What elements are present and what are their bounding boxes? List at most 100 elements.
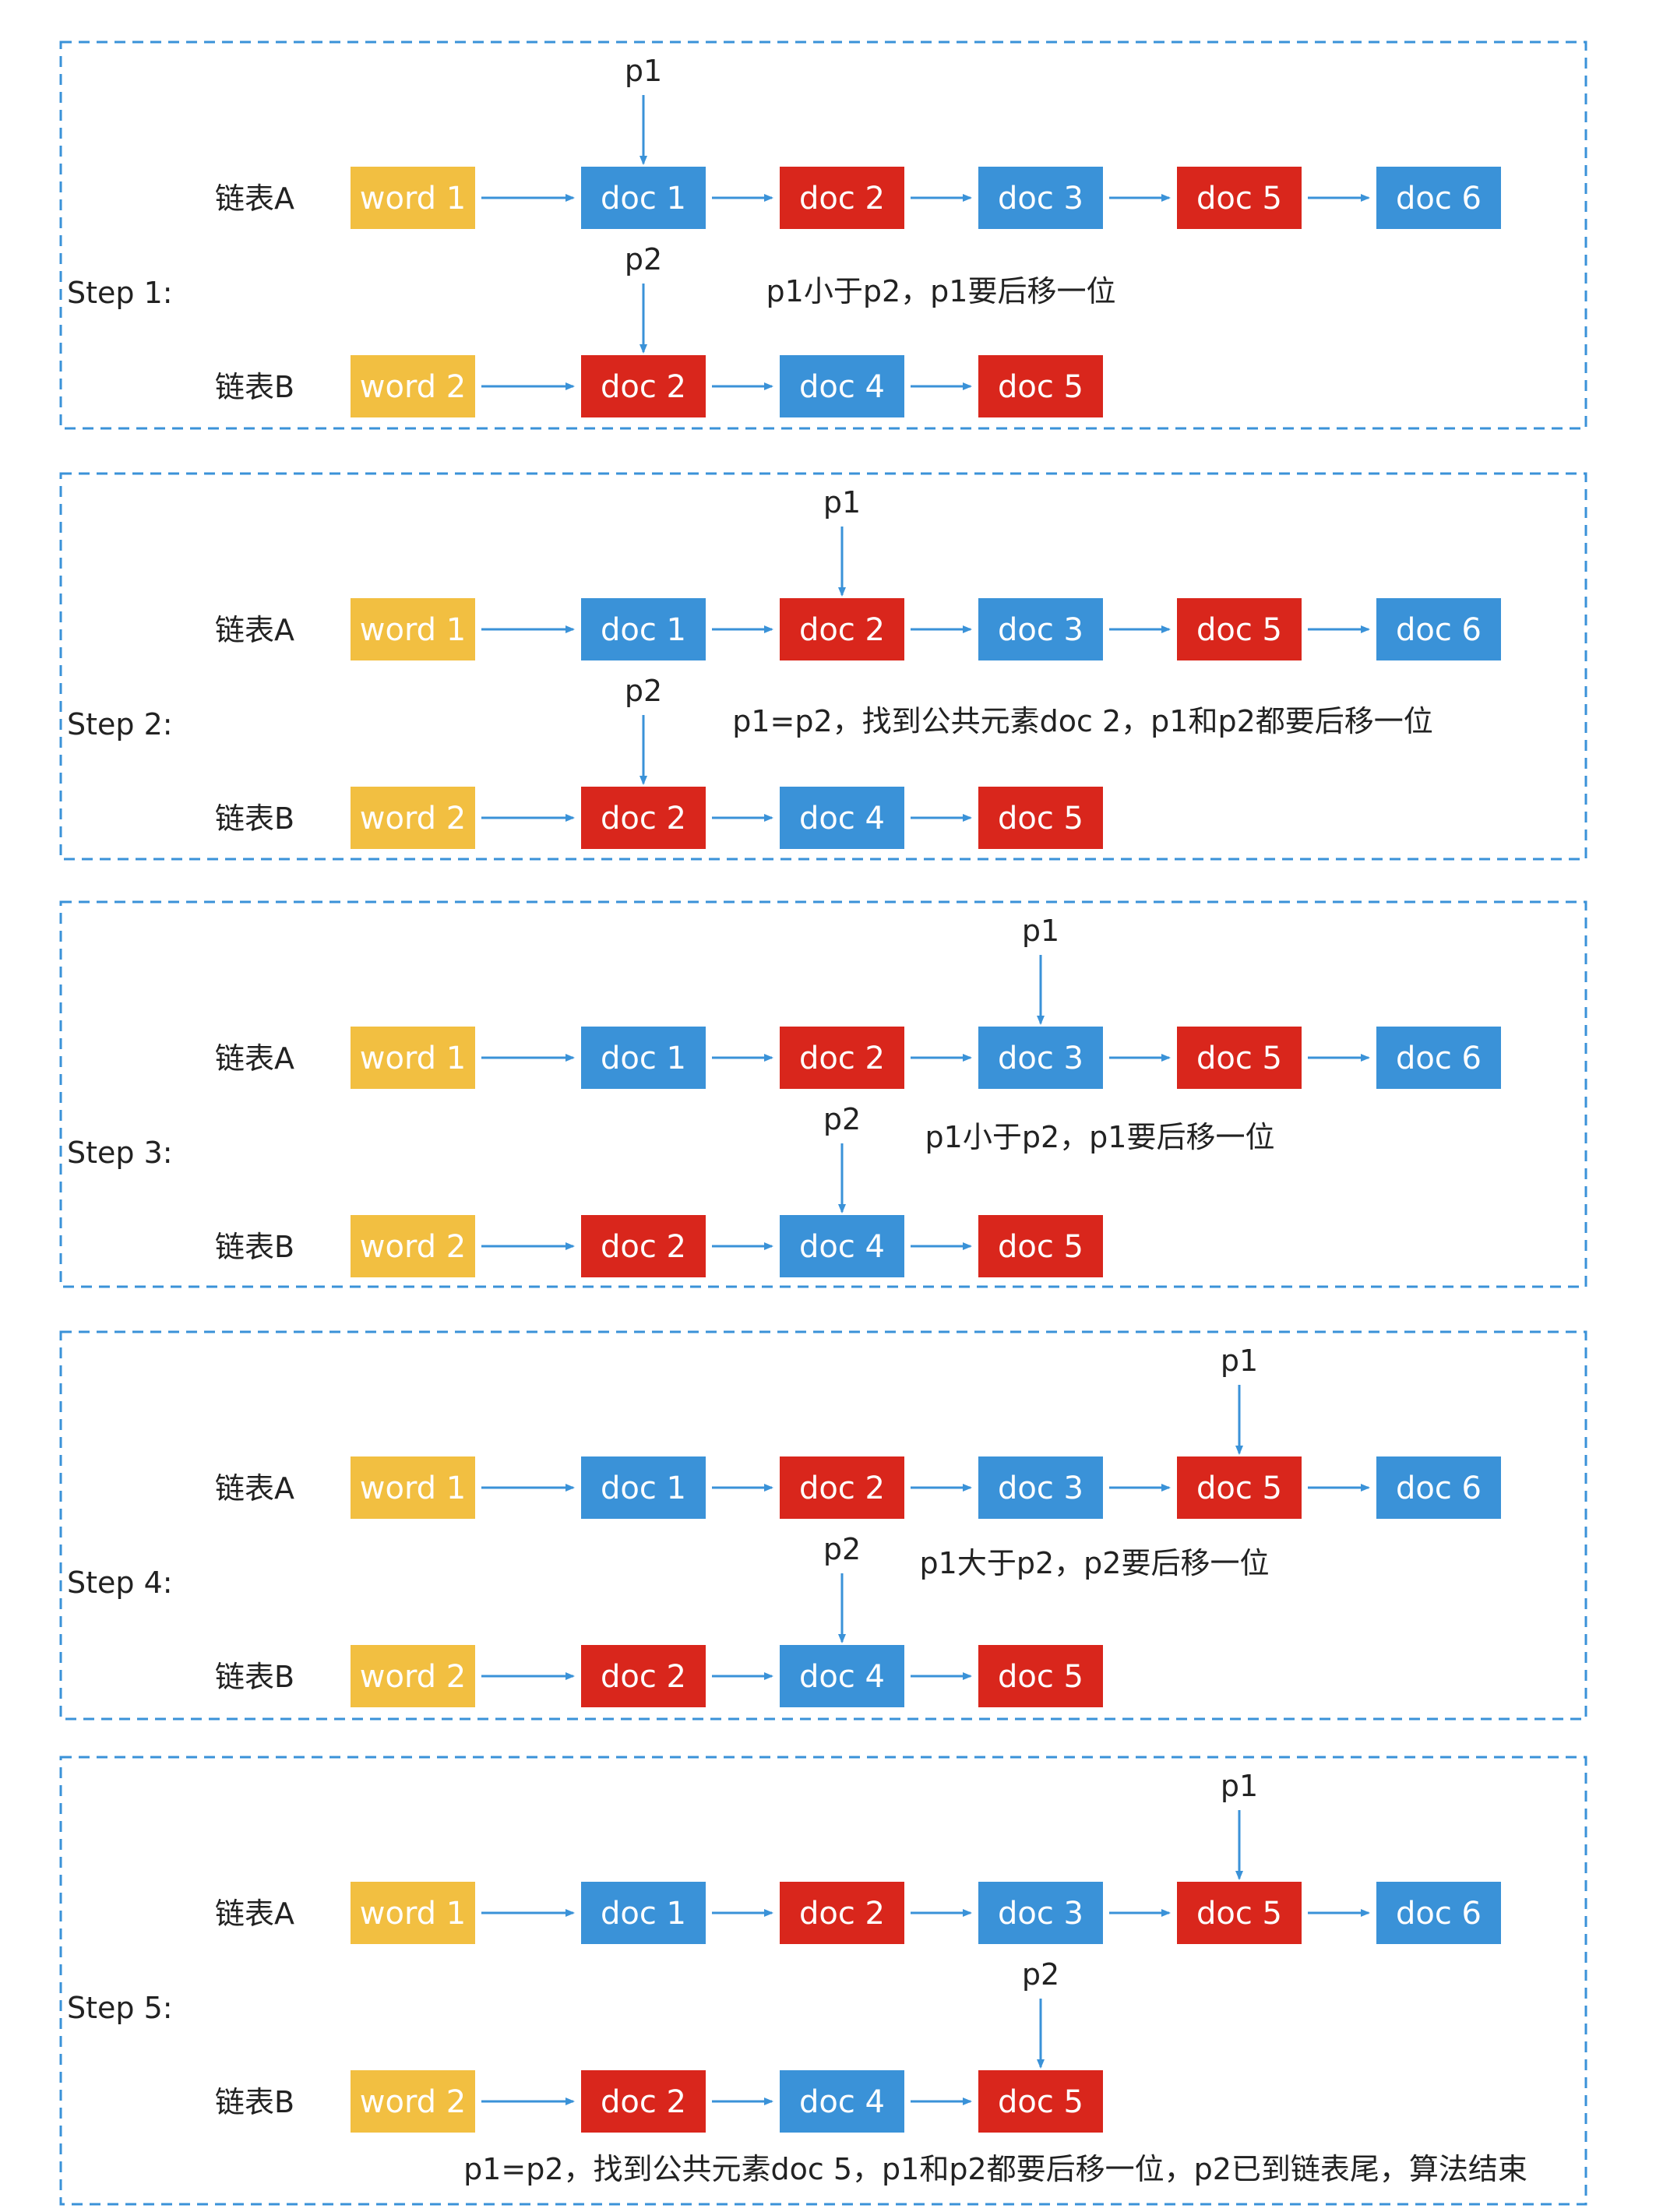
node-box [978, 1882, 1103, 1944]
node-box [581, 167, 706, 229]
node-label: doc 4 [799, 1229, 885, 1265]
node-box [581, 1882, 706, 1944]
linked-list-a: 链表A word 1 doc 1 doc 2 doc 3 doc 5 doc 6 [215, 167, 1501, 229]
linked-list-b: 链表B word 2 doc 2 doc 4 doc 5 [215, 355, 1103, 417]
list-node: word 1 [351, 1882, 475, 1944]
node-label: doc 5 [1196, 1471, 1282, 1506]
step-panel-4: Step 4: 链表A word 1 doc 1 doc 2 doc 3 doc 5 doc … [59, 1330, 1587, 1721]
panel-border [59, 1756, 1587, 2206]
pointer-label: p2 [823, 1532, 861, 1566]
node-label: doc 1 [601, 1896, 686, 1932]
node-label: doc 4 [799, 369, 885, 405]
step-note: p1=p2，找到公共元素doc 5，p1和p2都要后移一位，p2已到链表尾，算法… [463, 2152, 1527, 2186]
list-name: 链表A [215, 1041, 294, 1076]
list-node: doc 2 [780, 1456, 904, 1519]
list-node: word 2 [351, 787, 475, 849]
step-panel-1: Step 1: 链表A word 1 doc 1 doc 2 doc 3 doc 5 doc … [59, 41, 1587, 430]
node-label: doc 4 [799, 1659, 885, 1695]
node-label: word 2 [360, 2084, 466, 2120]
linked-list-a: 链表A word 1 doc 1 doc 2 doc 3 doc 5 doc 6 [215, 1027, 1501, 1089]
pointer-p1: p1 [823, 485, 861, 597]
node-box [581, 787, 706, 849]
node-label: doc 1 [601, 1471, 686, 1506]
node-box [581, 1456, 706, 1519]
step-label: Step 3: [67, 1136, 173, 1170]
node-label: doc 5 [1196, 1896, 1282, 1932]
pointer-label: p1 [625, 54, 662, 88]
node-box [1177, 167, 1302, 229]
node-box [978, 1027, 1103, 1089]
list-node: doc 6 [1376, 598, 1501, 660]
node-box [1376, 1027, 1501, 1089]
pointer-p2: p2 [823, 1102, 861, 1213]
step-label: Step 2: [67, 707, 173, 741]
list-name: 链表B [215, 370, 294, 404]
list-node: doc 2 [780, 1027, 904, 1089]
list-node: doc 6 [1376, 167, 1501, 229]
list-node: doc 5 [1177, 1027, 1302, 1089]
pointer-label: p1 [1221, 1344, 1258, 1378]
node-label: doc 2 [601, 801, 686, 837]
node-label: word 2 [360, 1229, 466, 1265]
node-box [351, 1215, 475, 1277]
node-box [780, 598, 904, 660]
node-box [1177, 1456, 1302, 1519]
node-label: word 1 [360, 1471, 466, 1506]
list-node: doc 3 [978, 1456, 1103, 1519]
list-node: doc 5 [1177, 1456, 1302, 1519]
node-box [1376, 1882, 1501, 1944]
node-box [351, 167, 475, 229]
node-box [978, 1645, 1103, 1707]
list-node: doc 6 [1376, 1882, 1501, 1944]
list-node: doc 2 [581, 1215, 706, 1277]
node-label: doc 3 [998, 1471, 1083, 1506]
node-label: doc 2 [601, 1659, 686, 1695]
pointer-label: p1 [1221, 1769, 1258, 1803]
node-box [1376, 598, 1501, 660]
list-node: doc 5 [978, 355, 1103, 417]
linked-list-a: 链表A word 1 doc 1 doc 2 doc 3 doc 5 doc 6 [215, 598, 1501, 660]
node-label: doc 5 [998, 2084, 1083, 2120]
list-node: doc 5 [1177, 1882, 1302, 1944]
node-box [780, 1027, 904, 1089]
list-node: word 2 [351, 355, 475, 417]
node-box [780, 1645, 904, 1707]
list-node: doc 2 [780, 598, 904, 660]
list-node: doc 2 [780, 1882, 904, 1944]
node-box [351, 2070, 475, 2133]
pointer-label: p2 [625, 242, 662, 276]
list-node: doc 1 [581, 1027, 706, 1089]
step-label: Step 1: [67, 276, 173, 310]
list-name: 链表A [215, 181, 294, 216]
node-box [1177, 1882, 1302, 1944]
pointer-label: p1 [1022, 914, 1059, 948]
list-node: doc 1 [581, 167, 706, 229]
node-box [978, 355, 1103, 417]
list-node: doc 4 [780, 355, 904, 417]
node-box [581, 1215, 706, 1277]
step-note: p1大于p2，p2要后移一位 [920, 1546, 1270, 1580]
list-node: doc 1 [581, 1456, 706, 1519]
list-node: doc 1 [581, 1882, 706, 1944]
node-box [780, 167, 904, 229]
node-label: word 1 [360, 1041, 466, 1076]
list-node: doc 2 [581, 355, 706, 417]
list-node: word 1 [351, 1456, 475, 1519]
node-box [978, 1456, 1103, 1519]
node-box [978, 1215, 1103, 1277]
step-label: Step 5: [67, 1991, 173, 2025]
list-node: doc 5 [1177, 167, 1302, 229]
list-node: doc 6 [1376, 1456, 1501, 1519]
node-label: doc 3 [998, 181, 1083, 217]
node-label: word 1 [360, 181, 466, 217]
node-box [978, 2070, 1103, 2133]
pointer-p1: p1 [1221, 1344, 1258, 1455]
list-node: word 1 [351, 167, 475, 229]
node-box [978, 787, 1103, 849]
node-box [351, 1882, 475, 1944]
node-box [780, 1456, 904, 1519]
linked-list-b: 链表B word 2 doc 2 doc 4 doc 5 [215, 2070, 1103, 2133]
step-note: p1小于p2，p1要后移一位 [766, 274, 1116, 308]
list-node: doc 3 [978, 167, 1103, 229]
